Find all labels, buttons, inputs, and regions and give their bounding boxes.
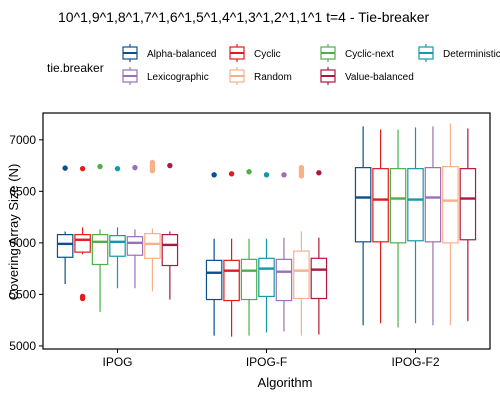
legend: tie.breaker Alpha-balanced Cyclic Cyclic-n… (47, 44, 500, 85)
legend-label: Lexicographic (147, 72, 209, 83)
box-body (389, 168, 407, 244)
outlier-point (211, 172, 217, 178)
box-value-balanced (161, 162, 179, 300)
box-alpha-balanced (354, 126, 372, 326)
box-cyclic (372, 129, 389, 324)
box-body (56, 234, 74, 258)
y-axis-title: Covering Array Size (N) (6, 164, 21, 301)
chart-title: 10^1,9^1,8^1,7^1,6^1,5^1,4^1,3^1,2^1,1^1… (58, 9, 430, 25)
outlier-point (62, 165, 68, 171)
legend-item-value-balanced: Value-balanced (320, 67, 414, 85)
outlier-point (114, 165, 121, 172)
x-axis-title: Algorithm (258, 375, 313, 390)
box-lexicographic (424, 126, 442, 326)
outlier-point (167, 162, 173, 169)
legend-title: tie.breaker (47, 61, 104, 75)
y-tick-label: 6500 (9, 184, 36, 198)
outlier-point (149, 159, 156, 166)
box-cyclic-next (389, 129, 407, 328)
box-body (161, 234, 179, 267)
box-random (442, 123, 459, 326)
outlier-point (281, 172, 287, 178)
outlier-point (298, 164, 305, 171)
legend-item-cyclic: Cyclic (229, 44, 281, 62)
legend-label: Value-balanced (345, 72, 414, 83)
legend-label: Cyclic-next (345, 49, 394, 60)
outlier-point (316, 170, 322, 176)
y-tick-label: 5000 (9, 339, 36, 353)
legend-label: Deterministic (443, 49, 500, 60)
box-cyclic-next (240, 169, 258, 336)
outlier-point (79, 293, 86, 300)
legend-label: Alpha-balanced (147, 49, 217, 60)
box-body (91, 234, 109, 266)
box-random (293, 164, 310, 336)
box-body (459, 168, 477, 241)
box-alpha-balanced (205, 172, 223, 336)
legend-label: Cyclic (254, 49, 281, 60)
plot-area: 5000 5500 6000 6500 7000 IPOG IPOG-F IPOG-F2 (9, 112, 491, 369)
outlier-point (246, 169, 252, 175)
box-body (354, 167, 372, 243)
box-lexicographic (126, 164, 144, 289)
legend-item-lexicographic: Lexicographic (122, 67, 209, 85)
box-body (372, 168, 389, 243)
legend-item-alpha-balanced: Alpha-balanced (122, 44, 217, 62)
box-body (144, 232, 161, 259)
box-deterministic (109, 165, 126, 289)
box-body (205, 259, 223, 301)
x-tick-label: IPOG-F (246, 355, 287, 369)
box-body (442, 165, 459, 244)
outlier-point (228, 171, 235, 177)
box-alpha-balanced (56, 165, 74, 285)
y-tick-label: 6000 (9, 236, 36, 250)
box-cyclic (74, 165, 91, 302)
legend-item-deterministic: Deterministic (418, 44, 500, 62)
box-body (275, 258, 293, 302)
outlier-point (132, 164, 138, 171)
box-body (223, 259, 240, 302)
box-body (74, 234, 91, 253)
box-body (293, 250, 310, 300)
box-body (407, 168, 424, 242)
box-random (144, 159, 161, 292)
box-value-balanced (459, 128, 477, 322)
box-body (424, 167, 442, 243)
outlier-point (97, 163, 103, 170)
box-deterministic (258, 172, 275, 333)
legend-item-cyclic-next: Cyclic-next (320, 44, 394, 62)
box-cyclic (223, 171, 240, 337)
box-lexicographic (275, 172, 293, 332)
y-tick-label: 7000 (9, 133, 36, 147)
outlier-point (263, 172, 270, 178)
x-tick-label: IPOG-F2 (391, 355, 439, 369)
outlier-point (79, 165, 86, 172)
box-body (126, 236, 144, 256)
box-cyclic-next (91, 163, 109, 312)
box-body (109, 235, 126, 257)
legend-label: Random (254, 72, 292, 83)
x-tick-label: IPOG (102, 355, 132, 369)
legend-item-random: Random (229, 67, 292, 85)
y-tick-label: 5500 (9, 287, 36, 301)
box-value-balanced (310, 170, 328, 335)
box-body (240, 258, 258, 301)
box-deterministic (407, 127, 424, 324)
box-body (310, 257, 328, 300)
box-body (258, 257, 275, 298)
